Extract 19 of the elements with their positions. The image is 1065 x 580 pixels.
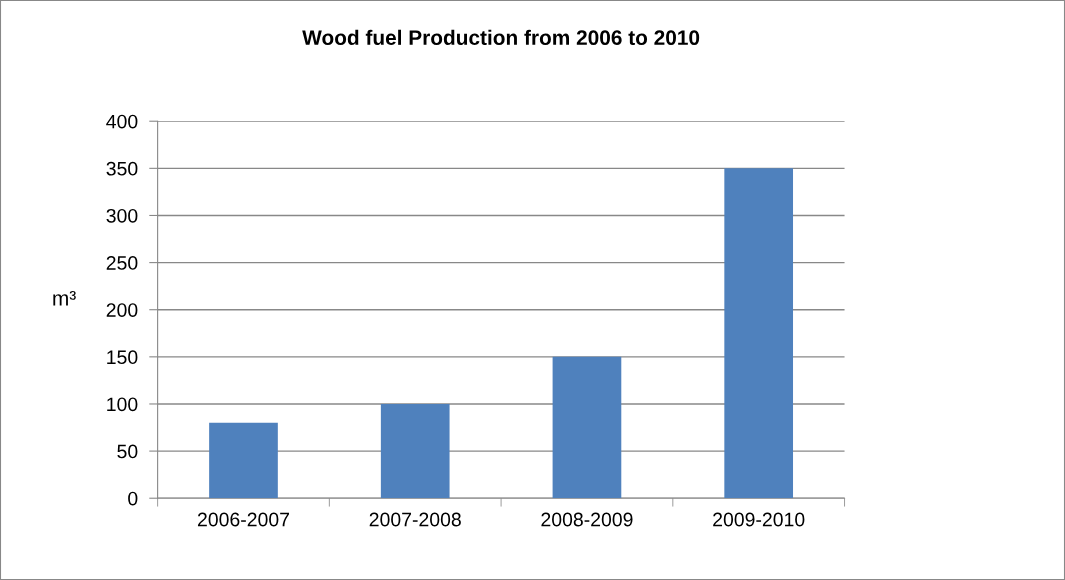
y-tick-label: 100 bbox=[107, 397, 138, 412]
bar bbox=[552, 356, 622, 499]
y-tick-label: 300 bbox=[106, 208, 138, 223]
y-tick-label: 250 bbox=[106, 256, 138, 270]
x-tick-label: 2006-2007 bbox=[197, 512, 290, 527]
x-tick-label: 2008-2009 bbox=[541, 512, 633, 527]
y-tick-label: 0 bbox=[128, 491, 138, 506]
bar bbox=[380, 403, 450, 499]
y-tick-label: 50 bbox=[117, 444, 138, 459]
y-tick-label: 200 bbox=[106, 303, 138, 317]
chart-title: Wood fuel Production from 2006 to 2010 bbox=[302, 29, 700, 46]
x-tick-label: 2009-2010 bbox=[713, 512, 805, 527]
bar bbox=[209, 422, 278, 499]
x-tick-label: 2007-2008 bbox=[369, 512, 461, 527]
y-tick-label: 400 bbox=[106, 114, 138, 129]
bar bbox=[724, 168, 794, 499]
y-tick-label: 150 bbox=[107, 350, 138, 365]
y-tick-label: 350 bbox=[106, 161, 138, 176]
y-axis-title: m³ bbox=[53, 290, 76, 306]
